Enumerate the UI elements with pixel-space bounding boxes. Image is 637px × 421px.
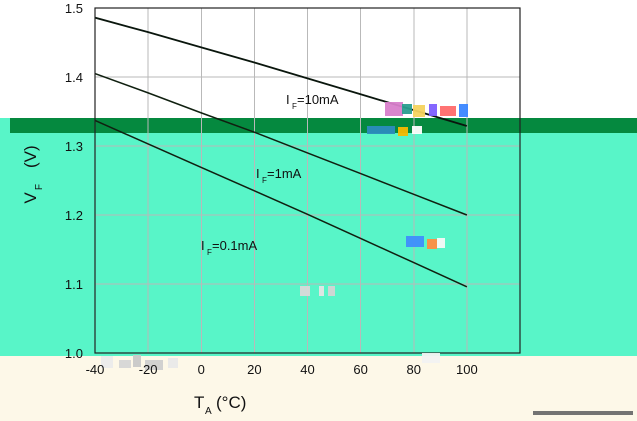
highlight-header-bar xyxy=(10,118,637,133)
overlay-artifact xyxy=(328,286,335,296)
series-label-sub: F xyxy=(262,176,267,185)
overlay-artifact xyxy=(402,104,412,114)
x-tick-label: 0 xyxy=(198,362,205,377)
y-tick-label: 1.1 xyxy=(65,277,83,292)
axis-layer xyxy=(94,7,521,354)
overlay-artifact xyxy=(367,126,395,134)
overlay-artifact xyxy=(412,126,422,134)
y-axis-label-unit: (V) xyxy=(21,145,40,168)
series-label: I F =10mA xyxy=(286,92,339,111)
overlay-artifact xyxy=(168,358,178,368)
y-tick-label: 1.2 xyxy=(65,208,83,223)
x-axis-label-unit: (°C) xyxy=(216,393,246,412)
y-axis-label-sub: F xyxy=(34,184,45,190)
overlay-artifact xyxy=(429,104,437,116)
series-label: I F =1mA xyxy=(256,166,302,185)
series-label-sub: F xyxy=(292,102,297,111)
x-axis-label-main: T xyxy=(194,393,204,412)
y-tick-label: 1.0 xyxy=(65,346,83,361)
y-axis-label: VF (V) xyxy=(21,145,45,203)
overlay-artifact xyxy=(440,106,456,116)
overlay-artifact xyxy=(437,238,445,248)
overlay-artifact xyxy=(413,105,425,117)
series-label-rest: =10mA xyxy=(297,92,339,107)
x-tick-label: 60 xyxy=(353,362,367,377)
overlay-artifact xyxy=(145,360,163,370)
series-label-sub: F xyxy=(207,248,212,257)
overlay-artifact xyxy=(406,236,424,247)
x-axis-label-sub: A xyxy=(205,406,212,417)
overlay-artifact xyxy=(101,356,113,368)
x-tick-label: 40 xyxy=(300,362,314,377)
x-tick-label: -40 xyxy=(86,362,105,377)
overlay-artifact xyxy=(133,355,141,367)
y-tick-label: 1.3 xyxy=(65,139,83,154)
overlay-artifact xyxy=(398,127,408,136)
overlay-artifact xyxy=(459,104,468,117)
x-tick-label: -20 xyxy=(139,362,158,377)
y-axis-label-main: V xyxy=(21,192,40,204)
overlay-artifact xyxy=(119,360,131,368)
series-line xyxy=(95,72,468,216)
overlay-artifact xyxy=(385,102,403,116)
series-label-rest: =1mA xyxy=(267,166,302,181)
series-label-main: I xyxy=(286,92,290,107)
series-label-main: I xyxy=(256,166,260,181)
plot-frame xyxy=(94,7,521,354)
overlay-layer xyxy=(101,102,633,415)
y-tick-label: 1.4 xyxy=(65,70,83,85)
overlay-artifact xyxy=(533,411,633,415)
series-label-main: I xyxy=(201,238,205,253)
overlay-artifact xyxy=(300,286,310,296)
x-tick-label: 80 xyxy=(407,362,421,377)
series-label: I F =0.1mA xyxy=(201,238,257,257)
series-label-rest: =0.1mA xyxy=(212,238,257,253)
overlay-artifact xyxy=(319,286,324,296)
series-line xyxy=(95,119,468,288)
y-tick-label: 1.5 xyxy=(65,1,83,16)
overlay-artifact xyxy=(422,353,440,363)
x-tick-label: 20 xyxy=(247,362,261,377)
label-layer: 1.01.11.21.31.41.5-40 -20 0 20 40 60 80 100VF(V… xyxy=(21,1,478,417)
overlay-artifact xyxy=(427,239,437,249)
x-tick-label: 100 xyxy=(456,362,478,377)
